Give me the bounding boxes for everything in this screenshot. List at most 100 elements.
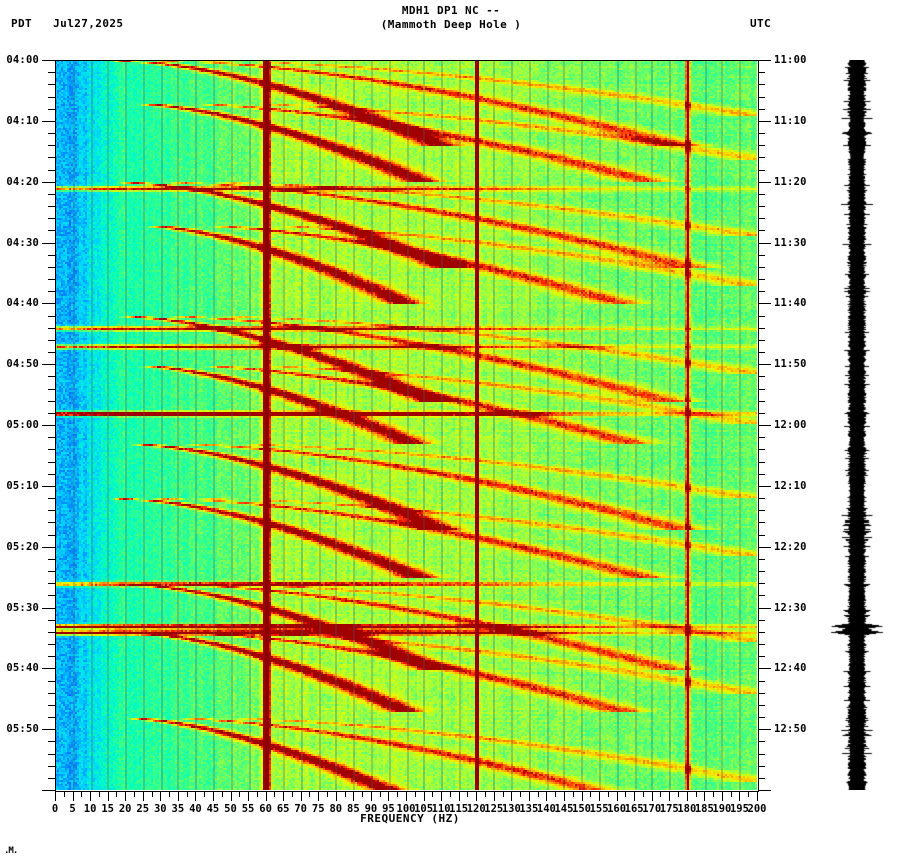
x-axis-major-tick bbox=[108, 792, 109, 801]
x-axis-tick-label: 10 bbox=[83, 803, 97, 815]
y-axis-right-label: 11:20 bbox=[774, 175, 807, 188]
x-axis-major-tick bbox=[599, 792, 600, 801]
y-axis-right-minor-tick bbox=[758, 72, 765, 73]
y-axis-right-minor-tick bbox=[758, 133, 765, 134]
y-axis-left-major-tick bbox=[42, 547, 55, 548]
x-axis-major-tick bbox=[634, 792, 635, 801]
x-axis-minor-tick bbox=[222, 792, 223, 797]
x-axis-minor-tick bbox=[485, 792, 486, 797]
x-axis-major-tick bbox=[406, 792, 407, 801]
y-axis-left-label: 04:40 bbox=[6, 297, 39, 310]
y-axis-left-label: 04:00 bbox=[6, 54, 39, 66]
y-axis-left-label: 05:50 bbox=[6, 723, 39, 736]
y-axis-right-minor-tick bbox=[758, 510, 765, 511]
x-axis-tick-label: 0 bbox=[51, 803, 59, 815]
y-axis-right-major-tick bbox=[758, 486, 771, 487]
y-axis-left-minor-tick bbox=[48, 522, 55, 523]
y-axis-left-minor-tick bbox=[48, 693, 55, 694]
y-axis-left-minor-tick bbox=[48, 170, 55, 171]
x-axis-tick-label: 110 bbox=[431, 803, 451, 815]
seismogram-trace-canvas bbox=[830, 60, 892, 790]
y-axis-left-minor-tick bbox=[48, 559, 55, 560]
x-axis-tick-label: 5 bbox=[69, 803, 76, 815]
page-subtitle: (Mammoth Deep Hole ) bbox=[380, 18, 522, 31]
x-axis-major-tick bbox=[476, 792, 477, 801]
y-axis-right-major-tick bbox=[758, 668, 771, 669]
corner-artifact: .M. bbox=[4, 846, 18, 856]
y-axis-left-minor-tick bbox=[48, 376, 55, 377]
y-axis-right-minor-tick bbox=[758, 741, 765, 742]
x-axis-major-tick bbox=[582, 792, 583, 801]
y-axis-right-minor-tick bbox=[758, 157, 765, 158]
x-axis-minor-tick bbox=[204, 792, 205, 797]
y-axis-right-major-tick bbox=[758, 182, 771, 183]
x-axis-major-tick bbox=[371, 792, 372, 801]
timezone-pdt-label: PDT bbox=[11, 17, 33, 30]
y-axis-right-major-tick bbox=[758, 425, 771, 426]
y-axis-left-minor-tick bbox=[48, 109, 55, 110]
x-axis-major-tick bbox=[125, 792, 126, 801]
y-axis-right-minor-tick bbox=[758, 778, 765, 779]
y-axis-left-minor-tick bbox=[48, 705, 55, 706]
y-axis-left-label: 05:20 bbox=[6, 540, 39, 553]
x-axis-minor-tick bbox=[64, 792, 65, 797]
y-axis-right-label: 12:00 bbox=[774, 419, 807, 431]
x-axis-minor-tick bbox=[450, 792, 451, 797]
y-axis-left-minor-tick bbox=[48, 352, 55, 353]
y-axis-right-minor-tick bbox=[758, 437, 765, 438]
y-axis-right-major-tick bbox=[758, 303, 771, 304]
x-axis-tick-label: 200 bbox=[747, 803, 767, 815]
x-axis-major-tick bbox=[231, 792, 232, 801]
x-axis-minor-tick bbox=[415, 792, 416, 797]
x-axis-major-tick bbox=[704, 792, 705, 801]
y-axis-left-minor-tick bbox=[48, 510, 55, 511]
x-axis-minor-tick bbox=[152, 792, 153, 797]
y-axis-right-minor-tick bbox=[758, 109, 765, 110]
x-axis-tick-label: 180 bbox=[677, 803, 697, 815]
y-axis-left-minor-tick bbox=[48, 474, 55, 475]
y-axis-right-minor-tick bbox=[758, 644, 765, 645]
y-axis-right-minor-tick bbox=[758, 413, 765, 414]
y-axis-right-minor-tick bbox=[758, 170, 765, 171]
y-axis-left-minor-tick bbox=[48, 632, 55, 633]
y-axis-right-label: 11:10 bbox=[774, 114, 807, 127]
y-axis-left-major-tick bbox=[42, 182, 55, 183]
x-axis-tick-label: 40 bbox=[189, 803, 202, 815]
x-axis-major-tick bbox=[722, 792, 723, 801]
y-axis-right-minor-tick bbox=[758, 389, 765, 390]
y-axis-right-major-tick bbox=[758, 729, 771, 730]
y-axis-left-minor-tick bbox=[48, 206, 55, 207]
spectrogram-plot bbox=[55, 60, 757, 790]
y-axis-left-label: 05:30 bbox=[6, 601, 39, 614]
x-axis-tick-label: 100 bbox=[396, 803, 416, 815]
x-axis-tick-label: 75 bbox=[311, 803, 325, 815]
y-axis-right-label: 11:50 bbox=[774, 358, 807, 371]
y-axis-right-minor-tick bbox=[758, 84, 765, 85]
x-axis-minor-tick bbox=[520, 792, 521, 797]
y-axis-right-minor-tick bbox=[758, 559, 765, 560]
y-axis-left-minor-tick bbox=[48, 535, 55, 536]
timezone-utc-label: UTC bbox=[750, 17, 772, 30]
x-axis-minor-tick bbox=[274, 792, 275, 797]
x-axis-minor-tick bbox=[538, 792, 539, 797]
x-axis-minor-tick bbox=[187, 792, 188, 797]
y-axis-left-minor-tick bbox=[48, 741, 55, 742]
x-axis-major-tick bbox=[248, 792, 249, 801]
x-axis-major-tick bbox=[301, 792, 302, 801]
x-axis-tick-label: 145 bbox=[554, 803, 574, 815]
y-axis-right-label: 11:00 bbox=[774, 54, 807, 66]
x-axis-major-tick bbox=[441, 792, 442, 801]
y-axis-right-minor-tick bbox=[758, 693, 765, 694]
x-axis-tick-label: 150 bbox=[572, 803, 591, 815]
x-axis-minor-tick bbox=[239, 792, 240, 797]
y-axis-left-minor-tick bbox=[48, 84, 55, 85]
y-axis-right-minor-tick bbox=[758, 474, 765, 475]
x-axis-major-tick bbox=[617, 792, 618, 801]
y-axis-left-major-tick bbox=[42, 729, 55, 730]
y-axis-left-major-tick bbox=[42, 364, 55, 365]
x-axis-major-tick bbox=[266, 792, 267, 801]
y-axis-left-minor-tick bbox=[48, 644, 55, 645]
x-axis-minor-tick bbox=[99, 792, 100, 797]
y-axis-right-minor-tick bbox=[758, 255, 765, 256]
